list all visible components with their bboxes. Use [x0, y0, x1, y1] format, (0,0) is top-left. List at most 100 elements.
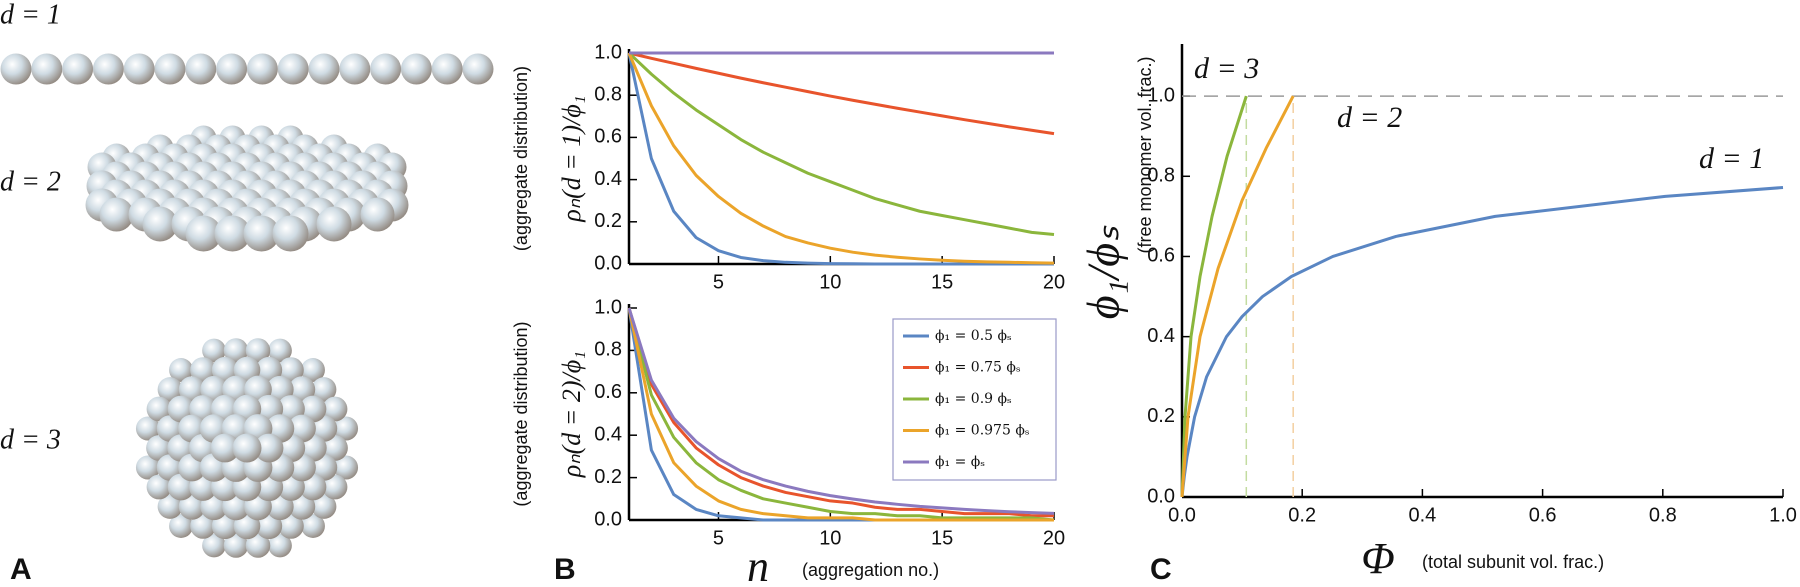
sphere	[311, 377, 337, 402]
panel-label: B	[554, 553, 576, 586]
y-tick-label: 0.6	[594, 381, 622, 403]
y-tick-label: 0.6	[594, 126, 622, 148]
sphere	[202, 533, 226, 558]
x-axis-note: (aggregation no.)	[802, 560, 939, 580]
sphere	[333, 416, 359, 441]
sphere	[333, 455, 359, 480]
data-line	[627, 52, 1054, 266]
sphere	[322, 435, 348, 461]
sphere	[400, 53, 432, 85]
y-tick-label: 0.6	[1147, 245, 1175, 267]
sphere	[202, 338, 226, 363]
sphere	[154, 53, 186, 85]
x-tick-label: 0.8	[1649, 504, 1677, 526]
sphere	[123, 53, 155, 85]
sphere	[431, 53, 463, 85]
sphere	[308, 53, 340, 85]
y-axis-note: (aggregate distribution)	[511, 66, 531, 251]
x-axis-label: Φ	[1361, 534, 1395, 583]
y-tick-label: 0.8	[1147, 165, 1175, 187]
legend-label: ϕ₁ = 0.9 ϕₛ	[935, 391, 1012, 407]
d3-label: d = 3	[0, 424, 61, 455]
sphere	[223, 338, 249, 363]
sphere	[322, 396, 348, 422]
x-tick-label: 10	[819, 527, 841, 549]
sphere	[246, 53, 278, 85]
sphere	[268, 338, 292, 363]
x-tick-label: 5	[713, 271, 724, 293]
y-tick-label: 0.8	[594, 83, 622, 105]
x-tick-label: 5	[713, 527, 724, 549]
sphere	[322, 474, 348, 500]
data-line	[627, 307, 1054, 518]
sphere	[62, 53, 94, 85]
sphere	[301, 514, 325, 538]
panel-label: C	[1150, 553, 1172, 586]
data-line	[628, 51, 1055, 136]
sphere	[190, 357, 216, 383]
sphere	[92, 53, 124, 85]
sphere	[214, 215, 251, 252]
annotation: d = 2	[1337, 101, 1402, 134]
y-tick-label: 0.4	[594, 168, 622, 190]
sphere-illustrations	[0, 53, 494, 558]
sphere	[311, 494, 337, 519]
x-axis-note: (total subunit vol. frac.)	[1422, 552, 1604, 572]
sphere	[278, 357, 304, 383]
x-tick-label: 10	[819, 271, 841, 293]
sphere	[157, 377, 183, 402]
sphere	[301, 358, 325, 382]
sphere	[245, 338, 271, 363]
sphere	[157, 494, 183, 519]
y-tick-label: 0.4	[594, 423, 622, 445]
sphere	[462, 53, 494, 85]
sphere	[370, 53, 402, 85]
sphere	[31, 53, 63, 85]
y-axis-label: ϕ₁/ϕₛ	[1078, 225, 1129, 319]
x-tick-label: 0.0	[1168, 504, 1196, 526]
sphere	[268, 533, 292, 558]
data-line	[1180, 95, 1248, 498]
data-line	[627, 51, 1055, 236]
sphere	[339, 53, 371, 85]
y-tick-label: 1.0	[594, 296, 622, 318]
y-tick-label: 0.0	[594, 508, 622, 530]
data-line	[627, 307, 1055, 515]
y-tick-label: 0.0	[1147, 485, 1175, 507]
sphere	[169, 358, 193, 382]
y-tick-label: 0.2	[594, 466, 622, 488]
y-axis-note: (free monomer vol. frac.)	[1135, 56, 1155, 253]
legend-label: ϕ₁ = 0.75 ϕₛ	[935, 360, 1021, 376]
sphere	[216, 53, 248, 85]
y-tick-label: 0.8	[594, 339, 622, 361]
sphere	[316, 206, 352, 242]
sphere	[243, 215, 280, 252]
data-line	[1180, 186, 1784, 498]
x-tick-label: 1.0	[1769, 504, 1797, 526]
x-tick-label: 0.6	[1529, 504, 1557, 526]
sphere	[169, 514, 193, 538]
y-tick-label: 1.0	[1147, 84, 1175, 106]
y-axis-label: ρₙ(d = 1)/ϕ₁	[557, 95, 586, 222]
y-axis-label: ρₙ(d = 2)/ϕ₁	[557, 351, 586, 478]
x-tick-label: 15	[931, 271, 953, 293]
sphere	[360, 197, 395, 232]
sphere	[146, 474, 172, 500]
x-tick-label: 15	[931, 527, 953, 549]
data-line	[627, 307, 1054, 522]
sphere	[245, 533, 271, 558]
sphere	[0, 53, 32, 85]
sphere	[135, 416, 161, 441]
sphere	[223, 533, 249, 558]
d1-label: d = 1	[0, 0, 61, 30]
panel-label: A	[10, 553, 32, 586]
x-tick-label: 20	[1043, 271, 1065, 293]
sphere	[99, 197, 134, 232]
y-tick-label: 1.0	[594, 41, 622, 63]
x-tick-label: 0.2	[1288, 504, 1316, 526]
legend-label: ϕ₁ = 0.5 ϕₛ	[935, 328, 1012, 344]
y-tick-label: 0.2	[1147, 405, 1175, 427]
x-tick-label: 0.4	[1408, 504, 1436, 526]
data-line	[627, 52, 1055, 265]
